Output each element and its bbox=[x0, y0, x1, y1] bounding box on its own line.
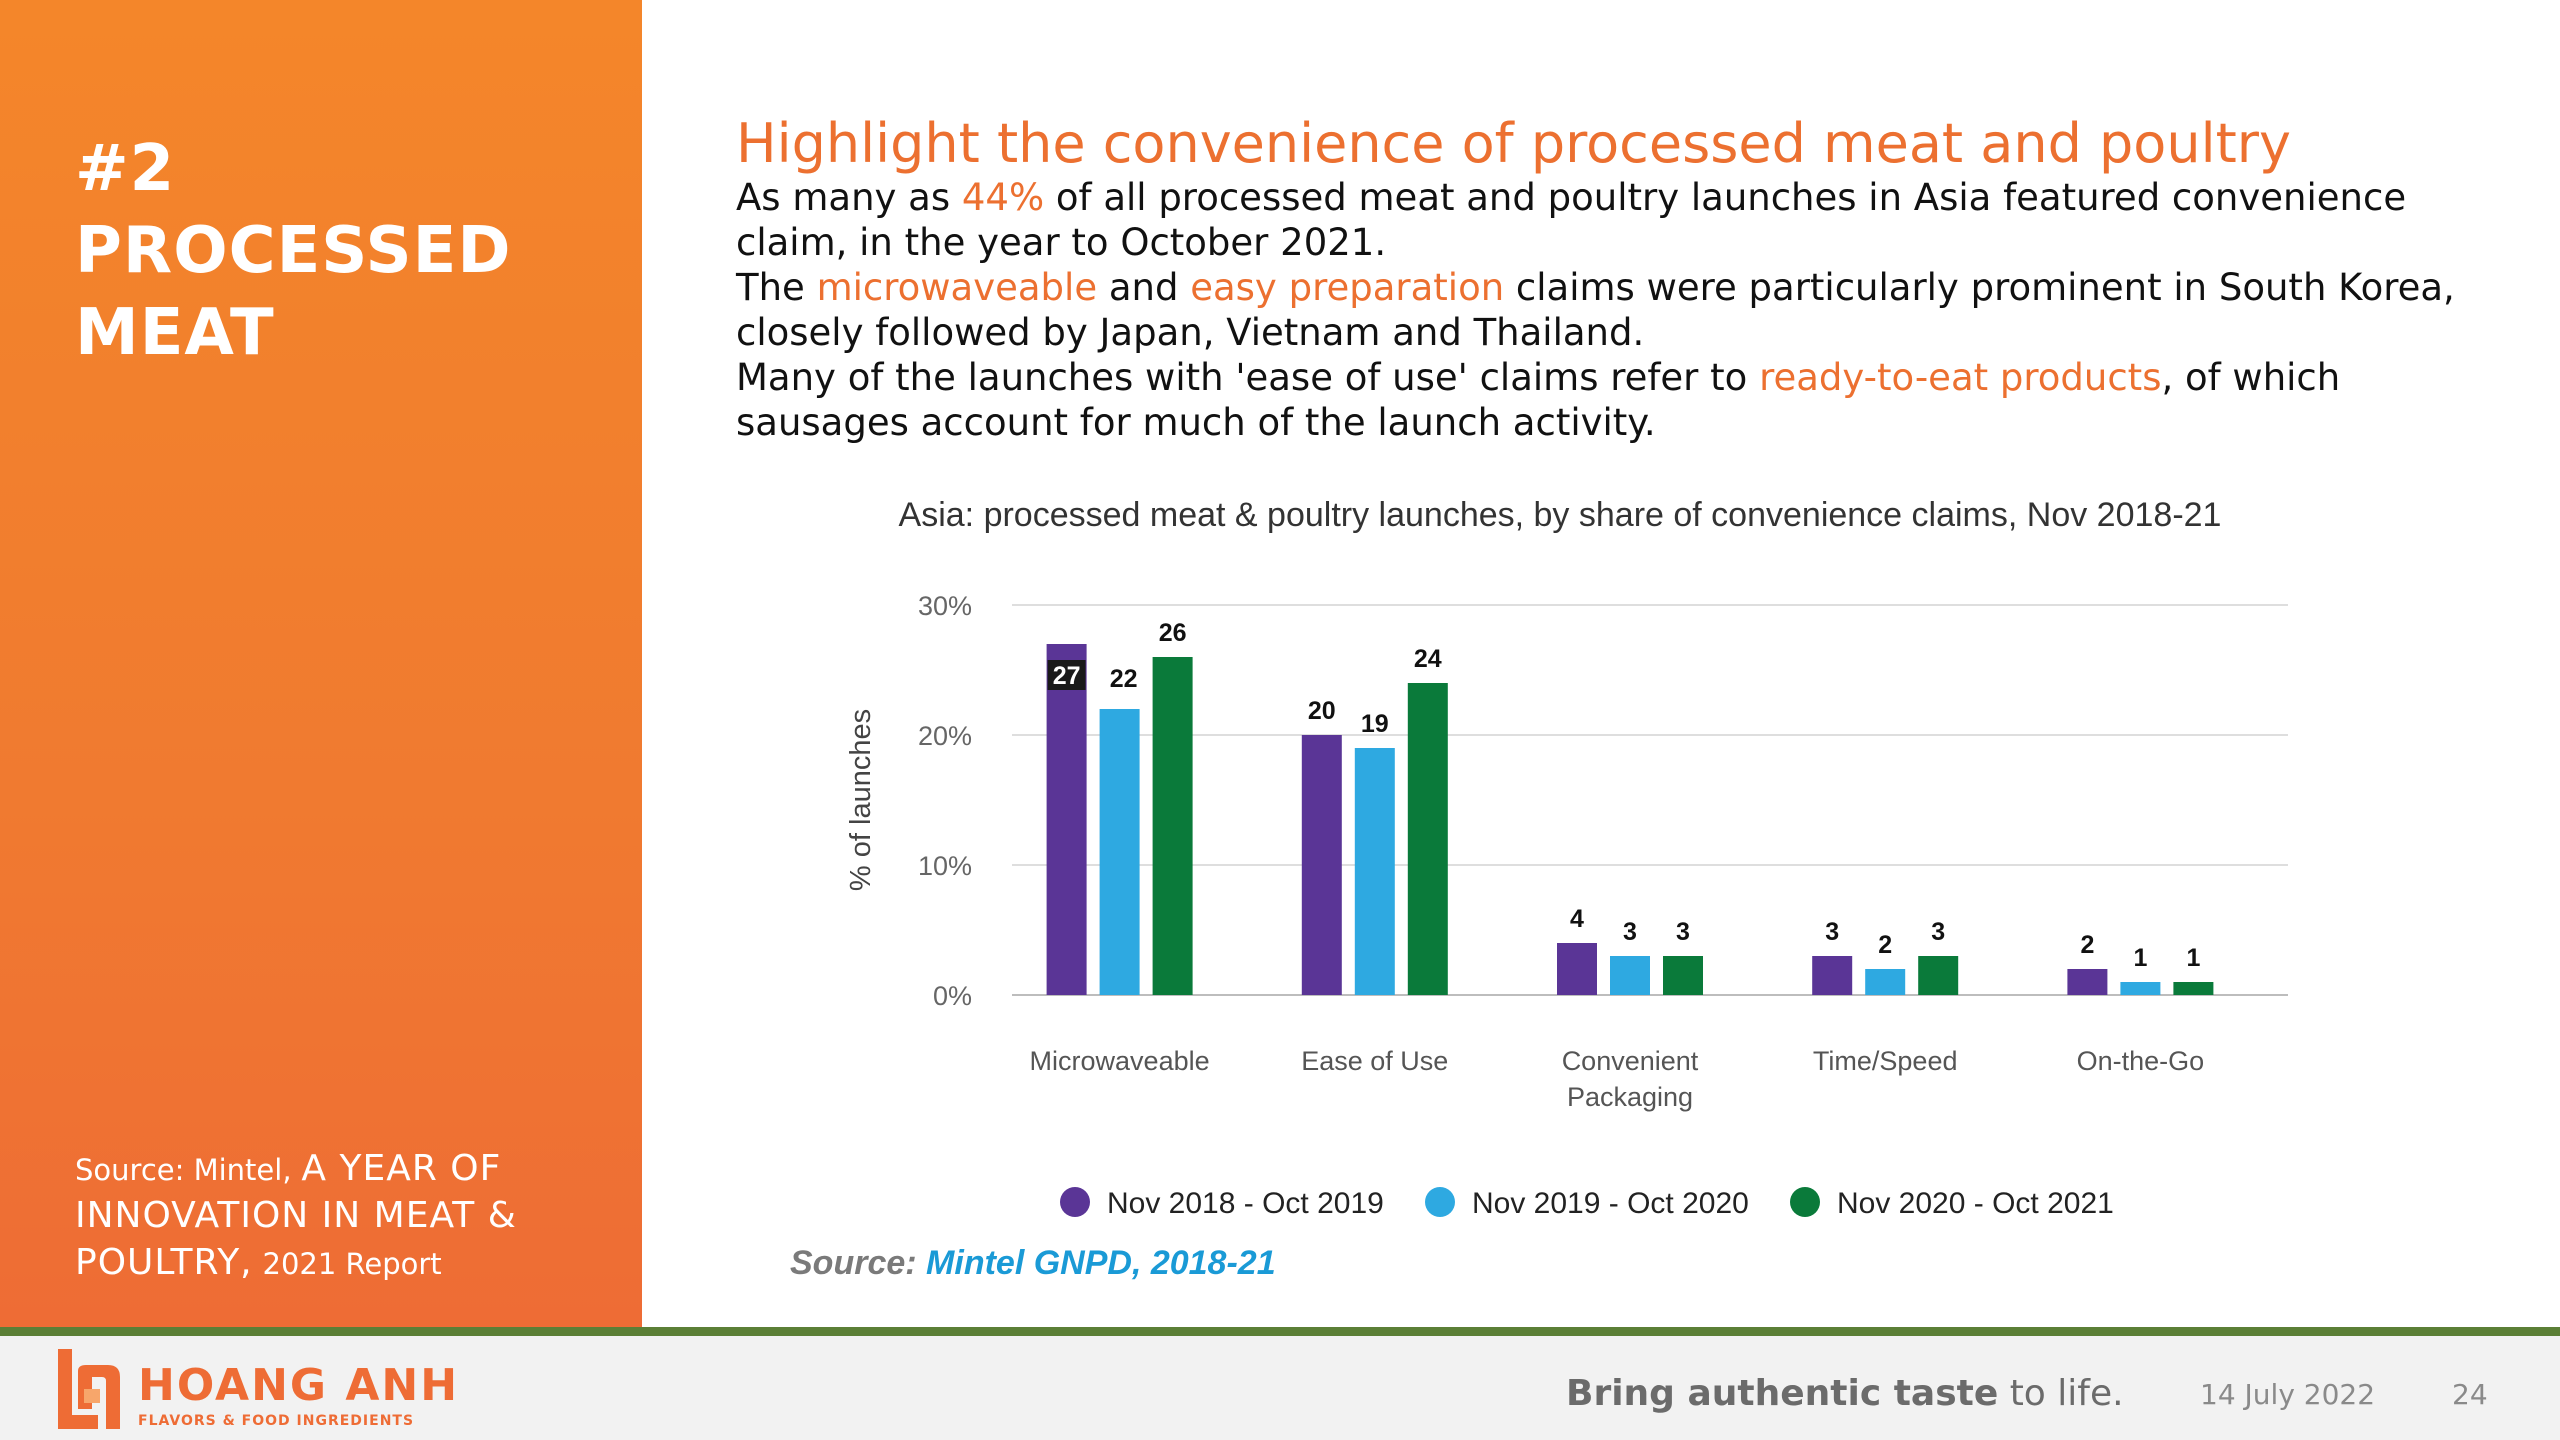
p3-highlight: ready-to-eat products bbox=[1759, 356, 2162, 399]
bar bbox=[1354, 748, 1395, 995]
tagline-bold: Bring authentic taste bbox=[1566, 1373, 1999, 1414]
footer bbox=[0, 1336, 2560, 1440]
section-line-1: PROCESSED bbox=[75, 214, 512, 288]
data-label: 20 bbox=[1308, 697, 1336, 725]
p3-text-a: Many of the launches with 'ease of use' … bbox=[736, 356, 1760, 399]
x-tick-label: Time/Speed bbox=[1813, 1046, 1958, 1076]
sidebar-source-title: A YEAR OF INNOVATION IN MEAT & POULTRY, bbox=[75, 1148, 517, 1283]
body-text: As many as 44% of all processed meat and… bbox=[736, 175, 2476, 445]
sidebar-source-prefix: Source: Mintel, bbox=[75, 1153, 292, 1187]
legend-label: Nov 2019 - Oct 2020 bbox=[1472, 1187, 1749, 1220]
tagline-rest: to life. bbox=[1998, 1373, 2124, 1414]
p2-highlight-2: easy preparation bbox=[1190, 266, 1505, 309]
data-label: 1 bbox=[2133, 944, 2147, 972]
p2-text-b: and bbox=[1097, 266, 1191, 309]
bar bbox=[1152, 657, 1193, 995]
y-tick-label: 30% bbox=[918, 591, 972, 621]
bar-chart: Asia: processed meat & poultry launches,… bbox=[800, 490, 2320, 1310]
page-number: 24 bbox=[2452, 1378, 2488, 1411]
data-label: 3 bbox=[1676, 918, 1690, 946]
sidebar-source: Source: Mintel, A YEAR OF INNOVATION IN … bbox=[75, 1146, 595, 1287]
data-label: 26 bbox=[1159, 619, 1187, 647]
data-label: 4 bbox=[1570, 905, 1584, 933]
bar bbox=[1812, 956, 1853, 995]
bar bbox=[2173, 982, 2214, 995]
paragraph-3: Many of the launches with 'ease of use' … bbox=[736, 355, 2476, 445]
p1-highlight: 44% bbox=[961, 176, 1045, 219]
y-tick-label: 0% bbox=[933, 981, 972, 1011]
bar bbox=[1663, 956, 1703, 995]
p2-highlight-1: microwaveable bbox=[816, 266, 1098, 309]
slide-date: 14 July 2022 bbox=[2200, 1378, 2376, 1411]
x-tick-label: Ease of Use bbox=[1301, 1046, 1448, 1076]
x-tick-label: Microwaveable bbox=[1030, 1046, 1210, 1076]
data-label: 3 bbox=[1825, 918, 1839, 946]
bar bbox=[2120, 982, 2161, 995]
paragraph-1: As many as 44% of all processed meat and… bbox=[736, 175, 2476, 265]
bar bbox=[2067, 969, 2108, 995]
y-tick-label: 10% bbox=[918, 851, 972, 881]
data-label: 27 bbox=[1053, 662, 1081, 690]
legend-label: Nov 2018 - Oct 2019 bbox=[1107, 1187, 1384, 1220]
section-line-2: MEAT bbox=[75, 296, 275, 370]
sidebar-source-suffix: 2021 Report bbox=[262, 1247, 442, 1281]
footer-divider bbox=[0, 1327, 2560, 1336]
p3-text-b: , of which sausages account for much of … bbox=[736, 356, 2341, 444]
chart-title: Asia: processed meat & poultry launches,… bbox=[899, 496, 2222, 534]
legend-swatch bbox=[1425, 1187, 1455, 1217]
tagline: Bring authentic taste to life. bbox=[1566, 1373, 2124, 1414]
bar bbox=[1918, 956, 1959, 995]
headline: Highlight the convenience of processed m… bbox=[736, 112, 2291, 175]
y-tick-label: 20% bbox=[918, 721, 972, 751]
p2-text-a: The bbox=[736, 266, 817, 309]
bar bbox=[1099, 709, 1140, 995]
chart-source-value: Mintel GNPD, 2018-21 bbox=[926, 1244, 1276, 1282]
bar bbox=[1301, 735, 1342, 995]
brand-subtitle: FLAVORS & FOOD INGREDIENTS bbox=[138, 1413, 415, 1429]
section-title: #2 PROCESSED MEAT bbox=[75, 128, 511, 374]
data-label: 3 bbox=[1623, 918, 1637, 946]
legend-swatch bbox=[1790, 1187, 1820, 1217]
sidebar-panel bbox=[0, 0, 642, 1328]
data-label: 2 bbox=[1878, 931, 1892, 959]
p1-text-a: As many as bbox=[736, 176, 962, 219]
data-label: 24 bbox=[1414, 645, 1442, 673]
chart-svg: Asia: processed meat & poultry launches,… bbox=[845, 496, 2288, 1220]
brand-name: HOANG ANH bbox=[138, 1360, 460, 1411]
p2-text-c: claims were particularly prominent in So… bbox=[736, 266, 2455, 354]
bar bbox=[1865, 969, 1906, 995]
data-label: 1 bbox=[2186, 944, 2200, 972]
data-label: 3 bbox=[1931, 918, 1945, 946]
data-label: 2 bbox=[2080, 931, 2094, 959]
bar bbox=[1046, 644, 1087, 995]
brand-logo-icon bbox=[58, 1349, 120, 1429]
chart-source-label: Source: bbox=[790, 1244, 917, 1282]
y-axis-label: % of launches bbox=[845, 709, 877, 891]
section-number: #2 bbox=[75, 132, 176, 206]
x-tick-label: On-the-Go bbox=[2077, 1046, 2205, 1076]
bar bbox=[1407, 683, 1448, 995]
bar bbox=[1557, 943, 1597, 995]
paragraph-2: The microwaveable and easy preparation c… bbox=[736, 265, 2476, 355]
legend-swatch bbox=[1060, 1187, 1090, 1217]
data-label: 22 bbox=[1110, 665, 1138, 693]
data-label: 19 bbox=[1361, 710, 1389, 738]
p1-text-b: of all processed meat and poultry launch… bbox=[736, 176, 2407, 264]
chart-source: Source: Mintel GNPD, 2018-21 bbox=[790, 1244, 1276, 1283]
bar bbox=[1610, 956, 1650, 995]
x-tick-label: Packaging bbox=[1567, 1082, 1693, 1112]
data-label-highlight bbox=[1047, 660, 1086, 690]
x-tick-label: Convenient bbox=[1562, 1046, 1699, 1076]
legend-label: Nov 2020 - Oct 2021 bbox=[1837, 1187, 2114, 1220]
